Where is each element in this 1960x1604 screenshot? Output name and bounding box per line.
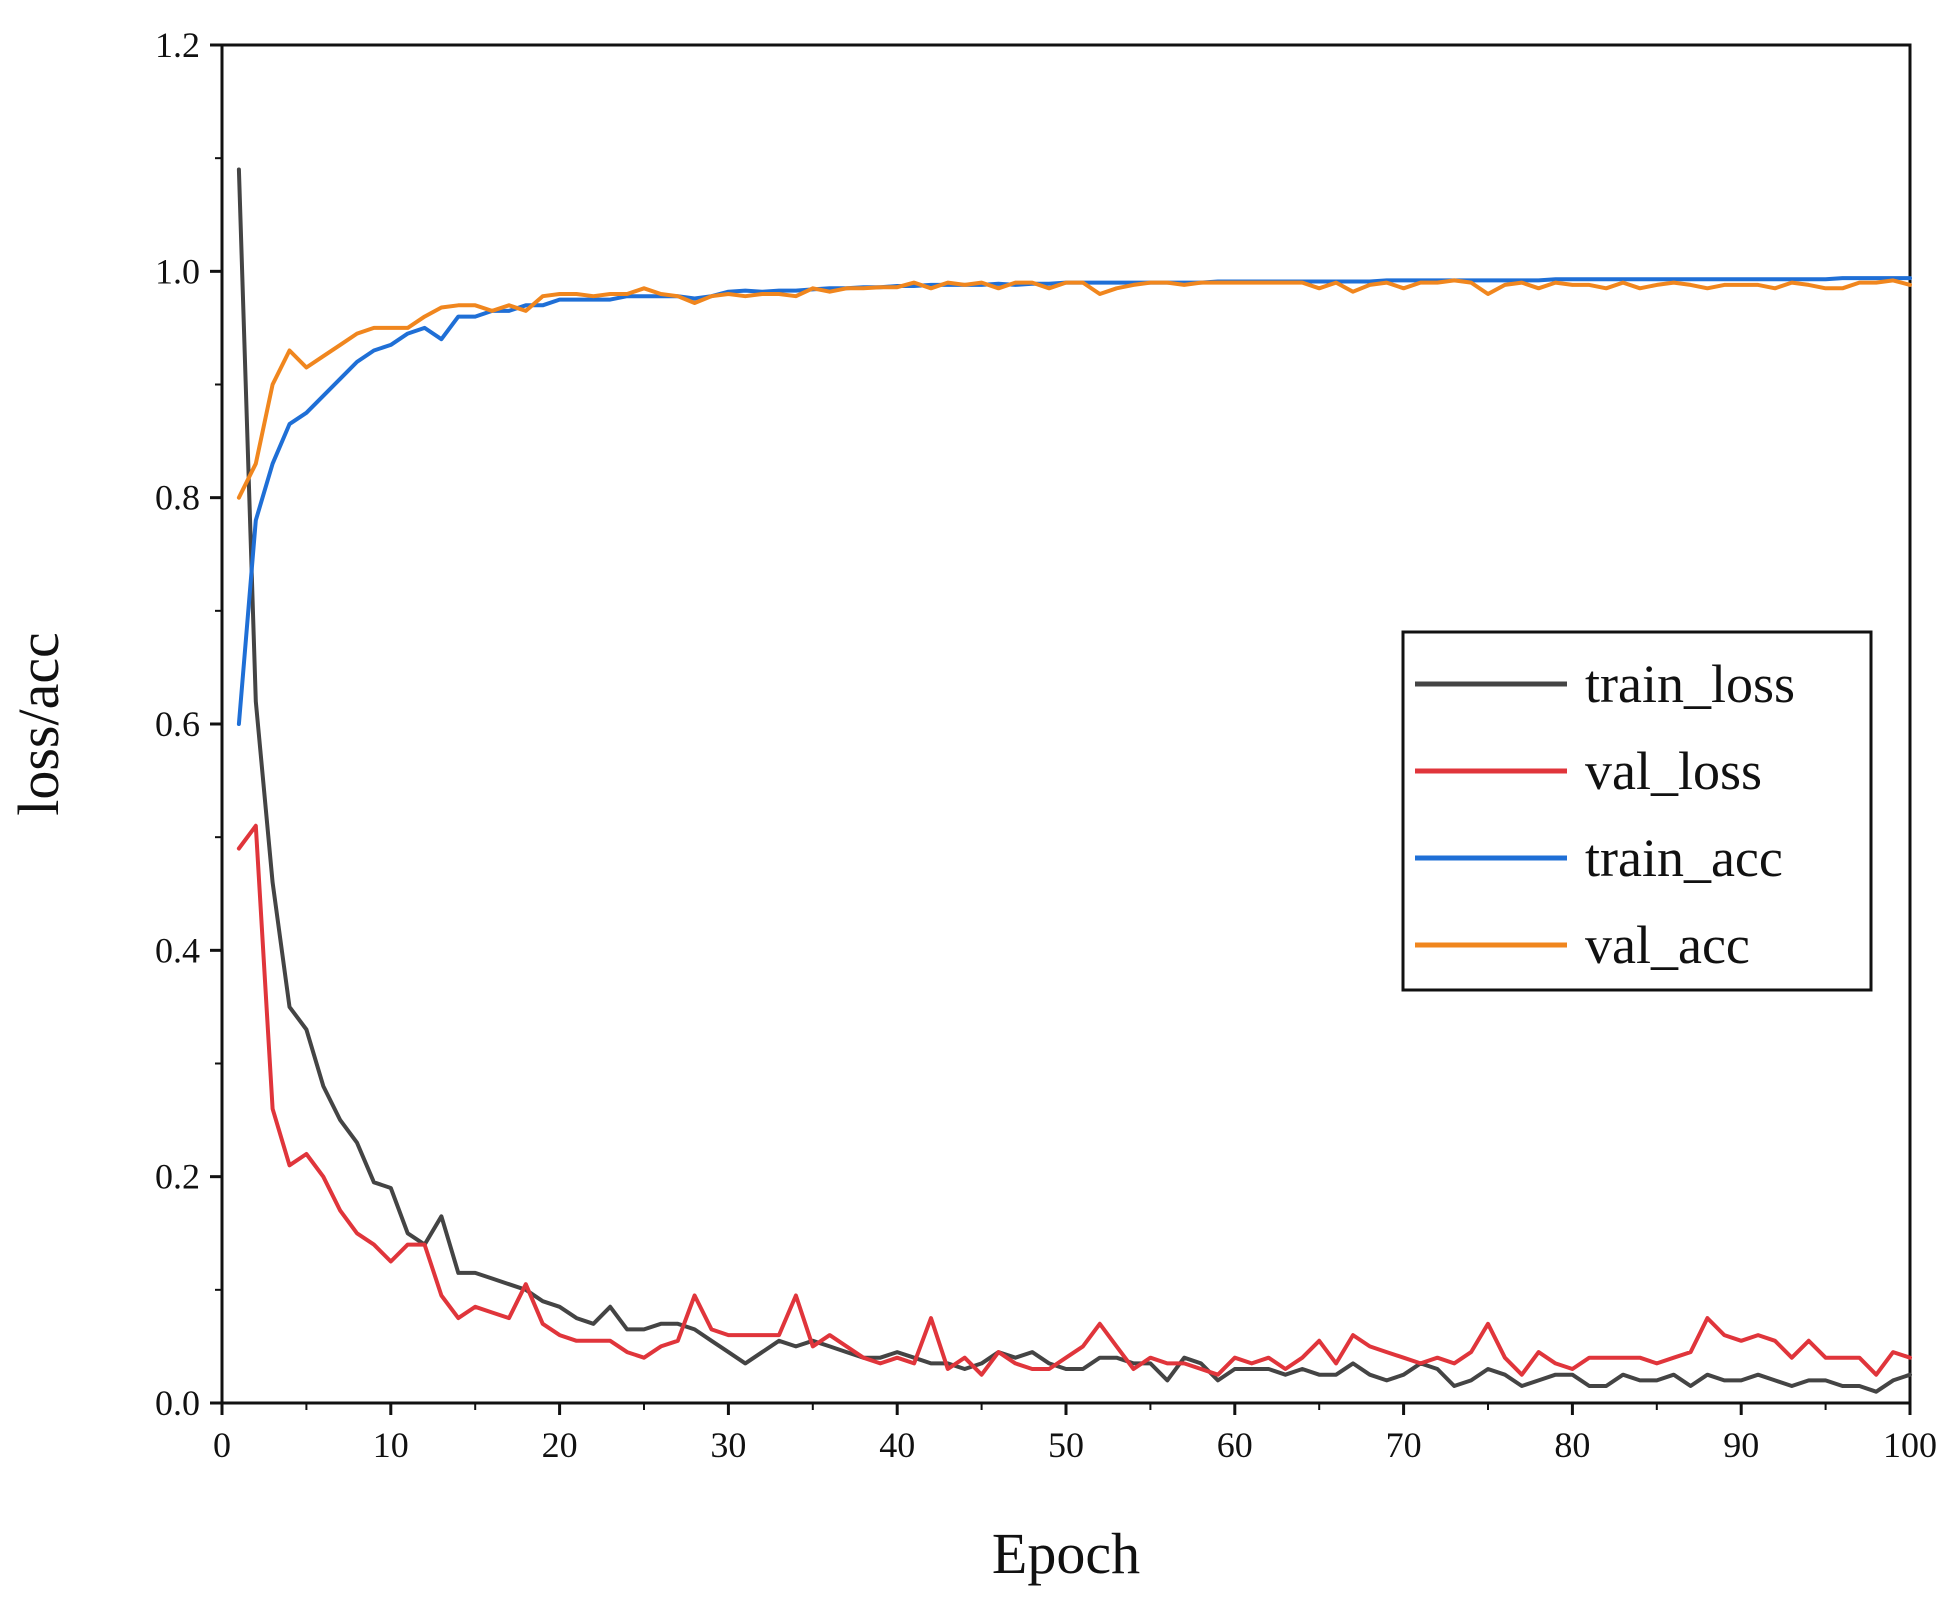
x-tick-label: 0	[213, 1425, 231, 1465]
series-line-train-loss	[236, 167, 1912, 1394]
series-line-val-acc	[236, 278, 1912, 500]
y-axis: 0.0 0.2 0.4 0.6 0.8 1.0 1.2	[155, 25, 222, 1423]
y-tick-label: 1.0	[155, 251, 200, 291]
y-tick-label: 0.6	[155, 704, 200, 744]
y-tick-label: 0.2	[155, 1157, 200, 1197]
y-tick-label: 0.8	[155, 478, 200, 518]
x-tick-label: 90	[1723, 1425, 1759, 1465]
x-tick-label: 80	[1554, 1425, 1590, 1465]
x-tick-label: 40	[879, 1425, 915, 1465]
x-tick-label: 70	[1386, 1425, 1422, 1465]
legend-box	[1401, 630, 1873, 992]
y-tick-label: 1.2	[155, 25, 200, 65]
x-tick-label: 60	[1217, 1425, 1253, 1465]
series-line-val-loss	[236, 823, 1912, 1377]
y-tick-label: 0.4	[155, 930, 200, 970]
legend: train_loss val_loss train_acc val_acc	[1401, 630, 1873, 992]
x-tick-label: 30	[710, 1425, 746, 1465]
x-tick-label: 50	[1048, 1425, 1084, 1465]
series-lines	[236, 167, 1912, 1394]
legend-label: train_loss	[1585, 654, 1795, 714]
x-axis: 0 10 20 30 40 50 60 70 80 90 100	[213, 1403, 1937, 1465]
legend-label: val_acc	[1585, 915, 1750, 975]
legend-label: train_acc	[1585, 828, 1783, 888]
legend-label: val_loss	[1585, 741, 1762, 801]
x-tick-label: 10	[373, 1425, 409, 1465]
x-axis-title: Epoch	[992, 1521, 1140, 1586]
y-tick-label: 0.0	[155, 1383, 200, 1423]
y-axis-title: loss/acc	[6, 632, 71, 816]
x-tick-label: 20	[542, 1425, 578, 1465]
x-tick-label: 100	[1883, 1425, 1937, 1465]
